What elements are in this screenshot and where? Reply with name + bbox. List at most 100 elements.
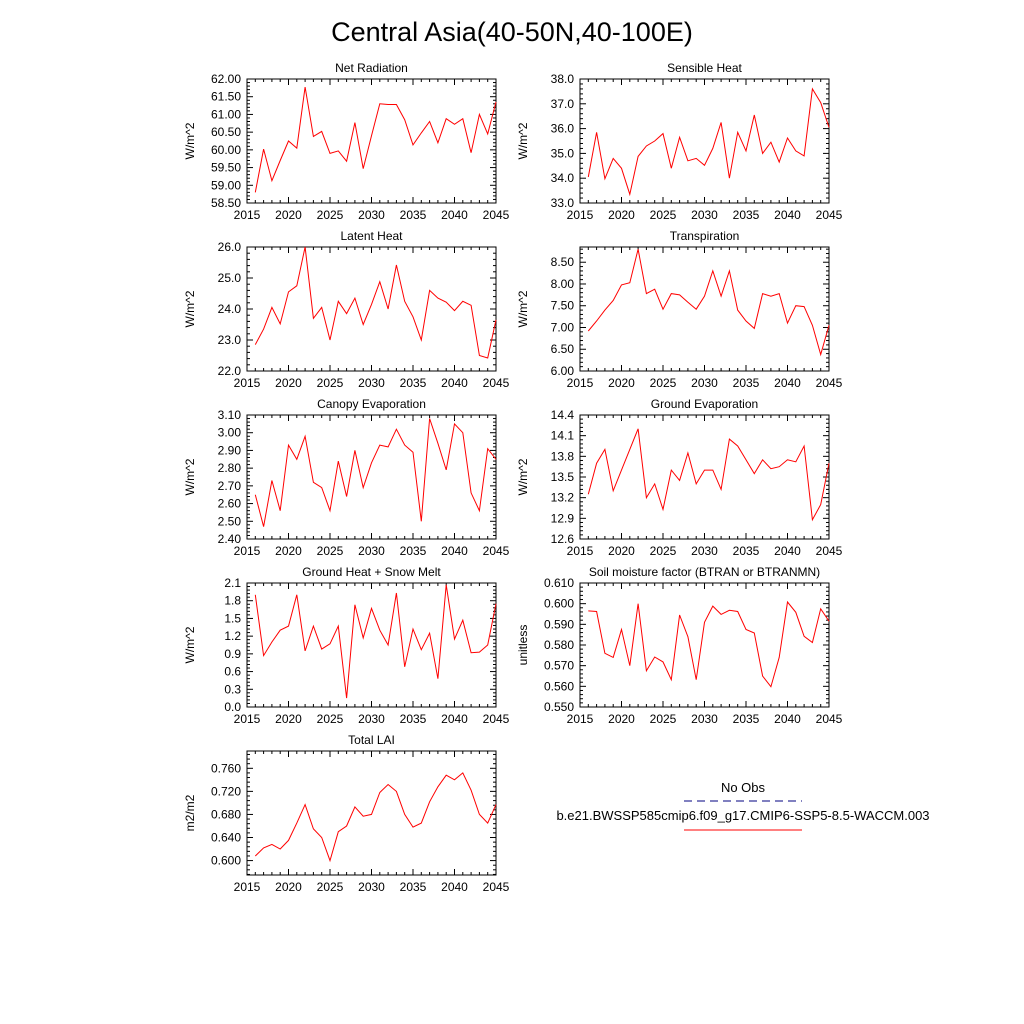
y-axis-label: m2/m2 (183, 794, 197, 831)
x-tick-label: 2035 (733, 376, 760, 390)
x-tick-label: 2045 (483, 880, 510, 894)
panel-title: Total LAI (348, 733, 395, 747)
x-tick-label: 2025 (317, 712, 344, 726)
y-tick-label: 0.610 (544, 576, 574, 590)
y-tick-label: 7.00 (551, 320, 575, 334)
x-tick-label: 2045 (483, 712, 510, 726)
x-tick-label: 2015 (234, 880, 261, 894)
x-tick-label: 2015 (567, 712, 594, 726)
x-tick-label: 2040 (441, 712, 468, 726)
x-tick-label: 2035 (733, 208, 760, 222)
series-line (254, 772, 497, 863)
y-tick-label: 14.4 (551, 408, 575, 422)
y-tick-label: 6.50 (551, 342, 575, 356)
series-line (254, 584, 497, 699)
y-tick-label: 12.9 (551, 511, 575, 525)
chart-panel-net-radiation: Net Radiation W/m^2 2015 2020 2025 2030 2035 20… (183, 61, 510, 222)
y-tick-label: 26.0 (218, 240, 242, 254)
x-tick-label: 2035 (400, 712, 427, 726)
legend: No Obs b.e21.BWSSP585cmip6.f09_g17.CMIP6… (556, 780, 930, 831)
x-tick-label: 2030 (358, 376, 385, 390)
y-tick-label: 2.60 (218, 497, 242, 511)
y-tick-label: 0.680 (211, 807, 241, 821)
y-tick-label: 1.8 (224, 594, 241, 608)
y-tick-label: 34.0 (551, 171, 575, 185)
y-tick-label: 12.6 (551, 532, 575, 546)
y-tick-label: 2.40 (218, 532, 242, 546)
y-tick-label: 0.550 (544, 700, 574, 714)
y-axis-label: W/m^2 (183, 458, 197, 495)
y-tick-label: 0.640 (211, 831, 241, 845)
x-tick-label: 2040 (774, 376, 801, 390)
chart-panel-ground-evaporation: Ground Evaporation W/m^2 2015 2020 2025 2030 2… (516, 397, 843, 558)
x-tick-label: 2025 (317, 544, 344, 558)
y-tick-label: 58.50 (211, 196, 241, 210)
panel-title: Transpiration (670, 229, 740, 243)
x-tick-label: 2025 (650, 544, 677, 558)
x-tick-label: 2040 (441, 544, 468, 558)
y-axis-label: W/m^2 (183, 290, 197, 327)
y-tick-label: 61.00 (211, 107, 241, 121)
x-tick-label: 2015 (567, 544, 594, 558)
y-tick-label: 62.00 (211, 72, 241, 86)
x-tick-label: 2045 (816, 544, 843, 558)
x-tick-label: 2015 (234, 376, 261, 390)
y-tick-label: 36.0 (551, 122, 575, 136)
y-tick-label: 2.70 (218, 479, 242, 493)
y-tick-label: 3.00 (218, 426, 242, 440)
y-tick-label: 0.0 (224, 700, 241, 714)
y-tick-label: 13.8 (551, 449, 575, 463)
x-tick-label: 2025 (650, 376, 677, 390)
panels-group: Net Radiation W/m^2 2015 2020 2025 2030 2035 20… (183, 61, 843, 894)
y-tick-label: 2.90 (218, 443, 242, 457)
panel-title: Latent Heat (340, 229, 403, 243)
x-tick-label: 2020 (275, 544, 302, 558)
y-tick-label: 13.5 (551, 470, 575, 484)
y-tick-label: 2.80 (218, 461, 242, 475)
series-line (587, 428, 830, 522)
legend-obs-label: No Obs (721, 780, 766, 795)
y-axis-label: W/m^2 (183, 122, 197, 159)
panel-title: Canopy Evaporation (317, 397, 426, 411)
y-tick-label: 22.0 (218, 364, 242, 378)
y-tick-label: 0.580 (544, 638, 574, 652)
x-tick-label: 2025 (317, 208, 344, 222)
x-tick-label: 2035 (400, 376, 427, 390)
y-tick-label: 0.590 (544, 617, 574, 631)
chart-panel-soil-moisture-factor-btran-or-btranmn: Soil moisture factor (BTRAN or BTRANMN) u… (516, 565, 843, 726)
x-tick-label: 2020 (275, 880, 302, 894)
x-tick-label: 2030 (691, 208, 718, 222)
series-line (254, 87, 497, 193)
x-tick-label: 2040 (774, 208, 801, 222)
panel-title: Ground Evaporation (651, 397, 758, 411)
y-tick-label: 33.0 (551, 196, 575, 210)
chart-panel-total-lai: Total LAI m2/m2 2015 2020 2025 2030 2035 2040 20… (183, 733, 510, 894)
y-tick-label: 6.00 (551, 364, 575, 378)
x-tick-label: 2045 (483, 544, 510, 558)
y-tick-label: 0.720 (211, 784, 241, 798)
x-tick-label: 2030 (358, 712, 385, 726)
y-tick-label: 0.570 (544, 659, 574, 673)
y-tick-label: 8.50 (551, 255, 575, 269)
series-line (588, 600, 830, 688)
x-tick-label: 2035 (733, 544, 760, 558)
y-tick-label: 0.600 (544, 597, 574, 611)
x-tick-label: 2020 (608, 544, 635, 558)
x-tick-label: 2030 (691, 544, 718, 558)
y-tick-label: 24.0 (218, 302, 242, 316)
y-tick-label: 0.560 (544, 679, 574, 693)
x-tick-label: 2015 (234, 544, 261, 558)
panel-title: Soil moisture factor (BTRAN or BTRANMN) (589, 565, 820, 579)
x-tick-label: 2035 (733, 712, 760, 726)
y-axis-label: W/m^2 (183, 626, 197, 663)
x-tick-label: 2015 (567, 208, 594, 222)
x-tick-label: 2040 (441, 208, 468, 222)
series-line (587, 249, 830, 357)
x-tick-label: 2040 (774, 544, 801, 558)
x-tick-label: 2020 (275, 712, 302, 726)
y-tick-label: 59.50 (211, 161, 241, 175)
x-tick-label: 2015 (234, 208, 261, 222)
x-tick-label: 2040 (441, 376, 468, 390)
chart-panel-ground-heat-snow-melt: Ground Heat + Snow Melt W/m^2 2015 2020 2025… (183, 565, 510, 726)
